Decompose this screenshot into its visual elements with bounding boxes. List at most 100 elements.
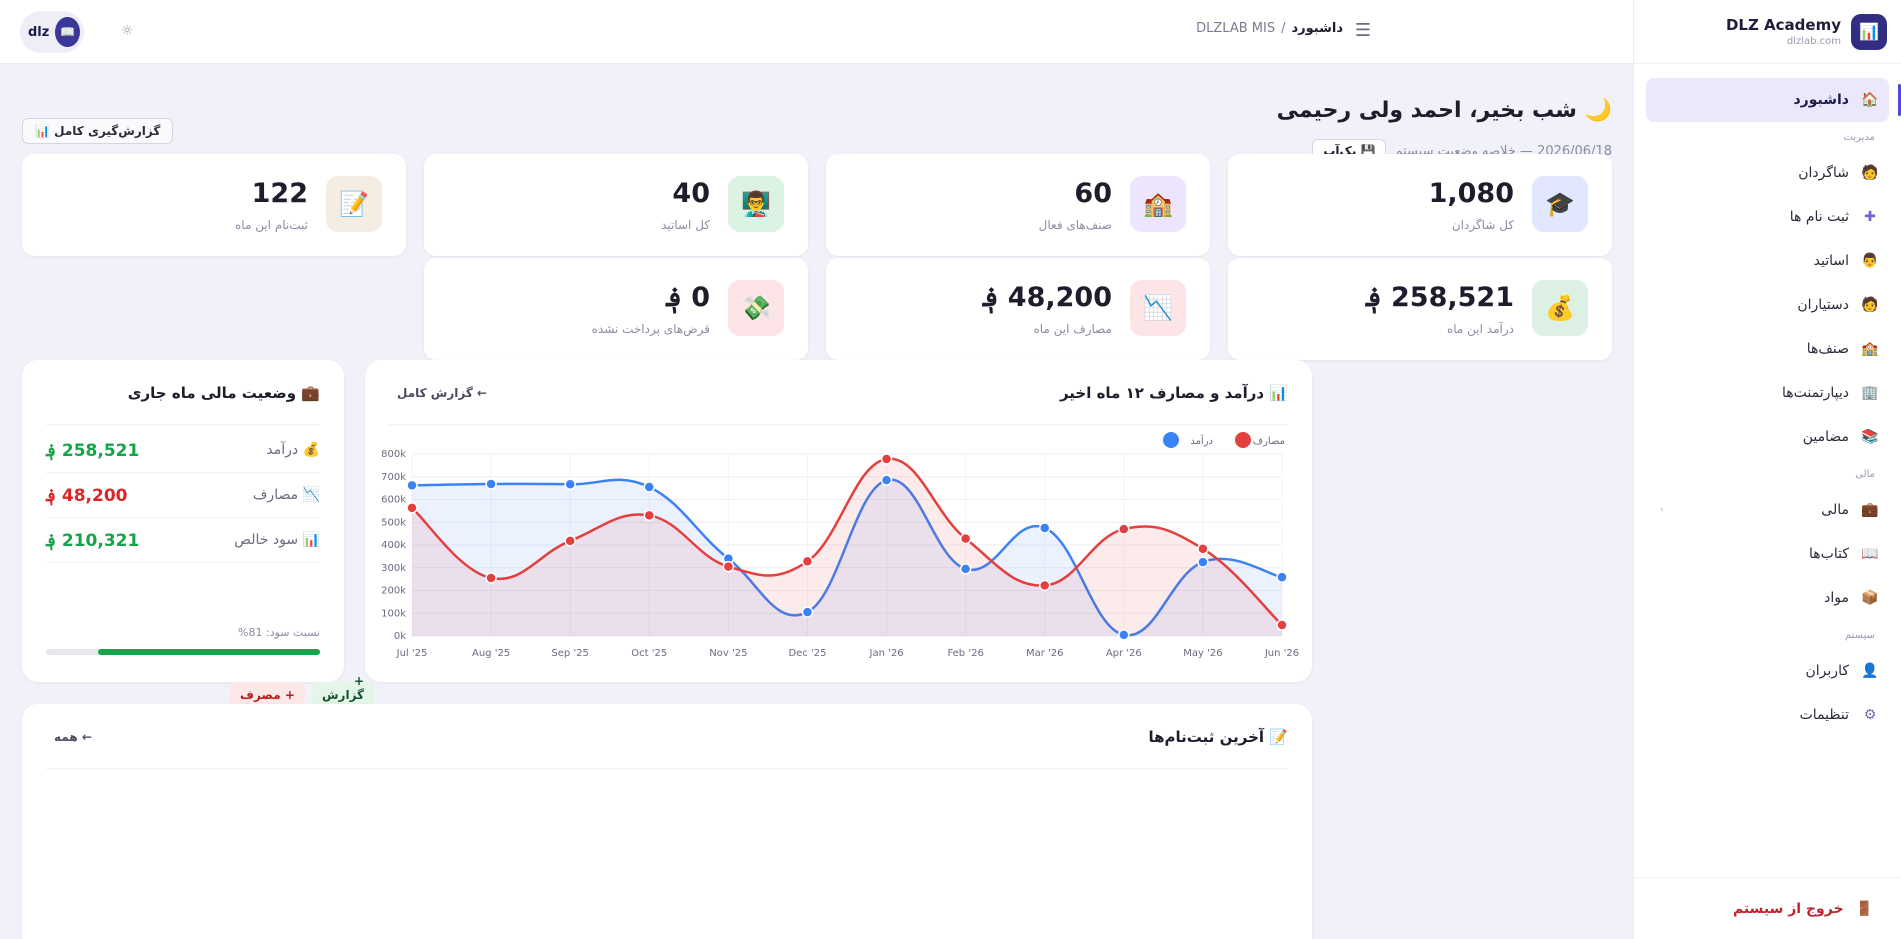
nav-icon: 📚 (1861, 429, 1879, 445)
legend-swatch[interactable] (1235, 432, 1251, 448)
breadcrumb-root[interactable]: DLZLAB MIS (1196, 21, 1276, 36)
finance-row: 48,200 ؋ 📉 مصارف (46, 473, 320, 518)
data-point[interactable] (1038, 522, 1051, 534)
data-point[interactable] (1276, 571, 1288, 583)
stat-label: کل اساتید (661, 218, 710, 232)
data-point[interactable] (1197, 543, 1209, 555)
finance-value: 210,321 ؋ (46, 530, 140, 551)
sidebar-item[interactable]: دستیاران 🧑 (1646, 283, 1889, 327)
greeting-text: شب بخیر، احمد ولی رحیمی (1276, 98, 1577, 123)
chart-card: 📊 درآمد و مصارف ۱۲ ماه اخیر گزارش کامل ←… (365, 360, 1312, 682)
data-point[interactable] (485, 478, 497, 490)
data-point[interactable] (801, 606, 814, 618)
chart-icon: 📊 (1269, 384, 1288, 402)
avatar: 📖 (55, 17, 80, 47)
sidebar: DLZ Academy dlzlab.com 📊 داشبورد 🏠 مدیریت ش… (1633, 0, 1901, 939)
data-point[interactable] (1276, 619, 1288, 631)
finance-label: 📉 مصارف (253, 487, 320, 503)
data-point[interactable] (406, 479, 418, 492)
data-point[interactable] (564, 535, 576, 547)
sidebar-item[interactable]: صنف‌ها 🏫 (1646, 327, 1889, 371)
y-tick-label: 300k (381, 563, 406, 574)
user-name: dlz (28, 24, 50, 40)
nav-icon: ⚙ (1863, 707, 1877, 723)
x-tick-label: Apr '26 (1106, 648, 1142, 659)
nav-icon: 🏢 (1861, 385, 1879, 401)
data-point[interactable] (1197, 556, 1209, 568)
recent-enrollments-card: 📝 آخرین ثبت‌نام‌ها همه ← (22, 704, 1312, 939)
sidebar-item[interactable]: شاگردان 🧑 (1646, 151, 1889, 195)
sidebar-item[interactable]: ثبت نام ها ✚ (1646, 195, 1889, 239)
sidebar-item[interactable]: مواد 📦 (1646, 576, 1889, 620)
nav-icon: 🧑 (1861, 297, 1879, 313)
page-title: 🌙 شب بخیر، احمد ولی رحیمی (1277, 98, 1612, 123)
data-point[interactable] (485, 572, 497, 584)
add-expense-button[interactable]: + مصرف (230, 682, 305, 708)
y-tick-label: 600k (381, 495, 406, 506)
x-tick-label: Dec '25 (788, 648, 826, 659)
sidebar-item[interactable]: اساتید 👨 (1646, 239, 1889, 283)
chart-full-report-link[interactable]: گزارش کامل ← (397, 386, 488, 400)
data-point[interactable] (801, 555, 814, 568)
stat-label: صنف‌های فعال (1038, 218, 1112, 232)
stat-value: 0 ؋ (665, 282, 710, 313)
data-point[interactable] (1038, 579, 1051, 592)
brand[interactable]: DLZ Academy dlzlab.com 📊 (1634, 0, 1901, 64)
sidebar-item[interactable]: تنظیمات ⚙ (1646, 693, 1889, 737)
row-icon: 📊 (302, 532, 320, 548)
data-point[interactable] (722, 560, 735, 573)
finance-row: 210,321 ؋ 📊 سود خالص (46, 518, 320, 563)
x-tick-label: Sep '25 (551, 648, 589, 659)
logout-label: خروج از سیستم (1732, 900, 1844, 917)
stat-icon: 📝 (326, 176, 382, 232)
full-report-button[interactable]: 📊 گزارش‌گیری کامل (22, 118, 174, 144)
data-point[interactable] (1118, 523, 1130, 535)
data-point[interactable] (880, 474, 893, 486)
data-point[interactable] (643, 481, 656, 493)
hamburger-icon[interactable]: ☰ (1354, 20, 1371, 41)
logo-icon: 📊 (1851, 13, 1887, 50)
finance-label-text: مصارف (252, 487, 299, 503)
chart-icon: 📊 (35, 124, 50, 138)
logout-button[interactable]: خروج از سیستم 🚪 (1633, 877, 1901, 939)
finance-label: 💰 درآمد (266, 442, 320, 458)
sidebar-item[interactable]: کاربران 👤 (1646, 649, 1889, 693)
enrollments-title: 📝 آخرین ثبت‌نام‌ها (1149, 728, 1288, 746)
brand-domain: dlzlab.com (1786, 36, 1841, 47)
data-point[interactable] (959, 532, 972, 545)
stat-card: 💸 0 ؋ قرض‌های پرداخت نشده (424, 258, 808, 360)
sidebar-item[interactable]: مضامین 📚 (1646, 415, 1889, 459)
data-point[interactable] (1118, 629, 1130, 641)
data-point[interactable] (959, 563, 972, 575)
sidebar-section-label: سیستم (1845, 630, 1875, 641)
sun-icon[interactable]: ☼ (120, 23, 134, 39)
sidebar-item-label: تنظیمات (1799, 707, 1849, 723)
row-icon: 📉 (302, 487, 320, 503)
nav-icon: 👨 (1861, 253, 1879, 269)
sidebar-item[interactable]: داشبورد 🏠 (1646, 78, 1901, 122)
sidebar-item[interactable]: مالی 💼 ‹ (1646, 488, 1889, 532)
profit-progress-fill (98, 649, 320, 655)
stat-card: 📝 122 ثبت‌نام این ماه (22, 154, 406, 256)
nav-icon: 📖 (1861, 546, 1879, 562)
stat-value: 60 (1074, 178, 1112, 209)
finance-label-text: درآمد (266, 442, 299, 458)
finance-value: 258,521 ؋ (46, 440, 140, 461)
sidebar-item[interactable]: کتاب‌ها 📖 (1646, 532, 1889, 576)
view-all-link[interactable]: همه ← (54, 730, 92, 744)
data-point[interactable] (643, 509, 656, 522)
moon-icon: 🌙 (1584, 98, 1612, 123)
stat-label: قرض‌های پرداخت نشده (591, 322, 710, 336)
user-menu[interactable]: dlz 📖 (20, 11, 84, 53)
data-point[interactable] (406, 502, 418, 514)
data-point[interactable] (564, 478, 576, 491)
legend-swatch[interactable] (1163, 432, 1179, 448)
y-tick-label: 100k (381, 608, 406, 619)
legend-label: مصارف (1253, 436, 1285, 447)
data-point[interactable] (880, 453, 893, 465)
sidebar-item[interactable]: دیپارتمنت‌ها 🏢 (1646, 371, 1889, 415)
sidebar-item-label: دستیاران (1797, 297, 1849, 313)
divider (46, 768, 1288, 769)
stat-card: 📉 48,200 ؋ مصارف این ماه (826, 258, 1210, 360)
stat-label: ثبت‌نام این ماه (235, 218, 308, 232)
